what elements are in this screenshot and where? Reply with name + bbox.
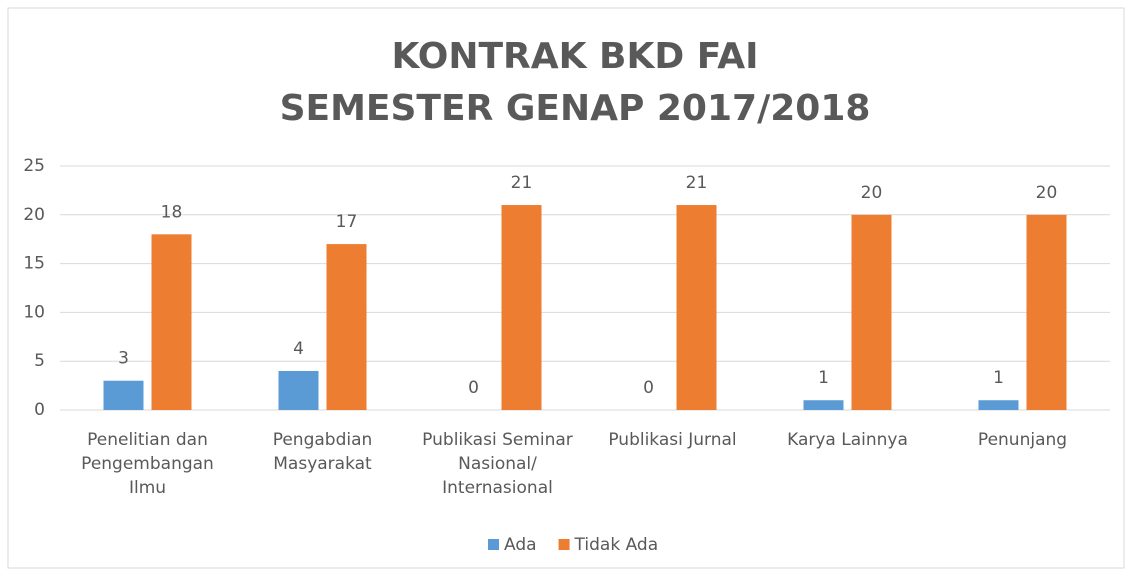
y-tick-label: 5	[34, 351, 45, 371]
legend-swatch	[488, 539, 499, 550]
data-label: 18	[161, 202, 183, 222]
bar	[103, 380, 144, 410]
data-label: 21	[686, 173, 708, 193]
data-label: 0	[643, 378, 654, 398]
x-tick-label: Publikasi Jurnal	[608, 430, 737, 450]
y-tick-label: 15	[23, 254, 45, 274]
chart-border	[7, 7, 1125, 569]
bar	[803, 400, 844, 410]
bar	[278, 370, 319, 410]
data-label: 21	[511, 173, 533, 193]
bar	[501, 205, 542, 410]
legend-label: Ada	[504, 535, 537, 555]
data-label: 3	[118, 349, 129, 369]
data-label: 1	[818, 368, 829, 388]
data-label: 20	[861, 183, 883, 203]
x-tick-label: Karya Lainnya	[787, 430, 908, 450]
data-label: 17	[336, 212, 358, 232]
bar	[326, 244, 367, 410]
x-tick-label: Penunjang	[977, 430, 1068, 450]
chart-title: SEMESTER GENAP 2017/2018	[280, 88, 871, 129]
x-tick-label: Pengabdian Masyarakat	[272, 430, 373, 474]
y-tick-label: 0	[34, 400, 45, 420]
data-label: 4	[293, 339, 304, 359]
y-tick-label: 20	[23, 205, 45, 225]
bar	[1026, 214, 1067, 410]
y-tick-label: 10	[23, 302, 45, 322]
bar	[978, 400, 1019, 410]
x-tick-label: Publikasi Seminar Nasional/ Internasiona…	[422, 430, 573, 498]
data-label: 20	[1036, 183, 1058, 203]
data-label: 1	[993, 368, 1004, 388]
x-tick-label: Penelitian dan Pengembangan Ilmu	[81, 430, 214, 498]
bar	[151, 234, 192, 410]
bar	[676, 205, 717, 410]
bar	[851, 214, 892, 410]
chart-title: KONTRAK BKD FAI	[391, 36, 758, 77]
legend-label: Tidak Ada	[574, 535, 659, 555]
data-label: 0	[468, 378, 479, 398]
y-tick-label: 25	[23, 156, 45, 176]
legend-swatch	[558, 539, 570, 550]
